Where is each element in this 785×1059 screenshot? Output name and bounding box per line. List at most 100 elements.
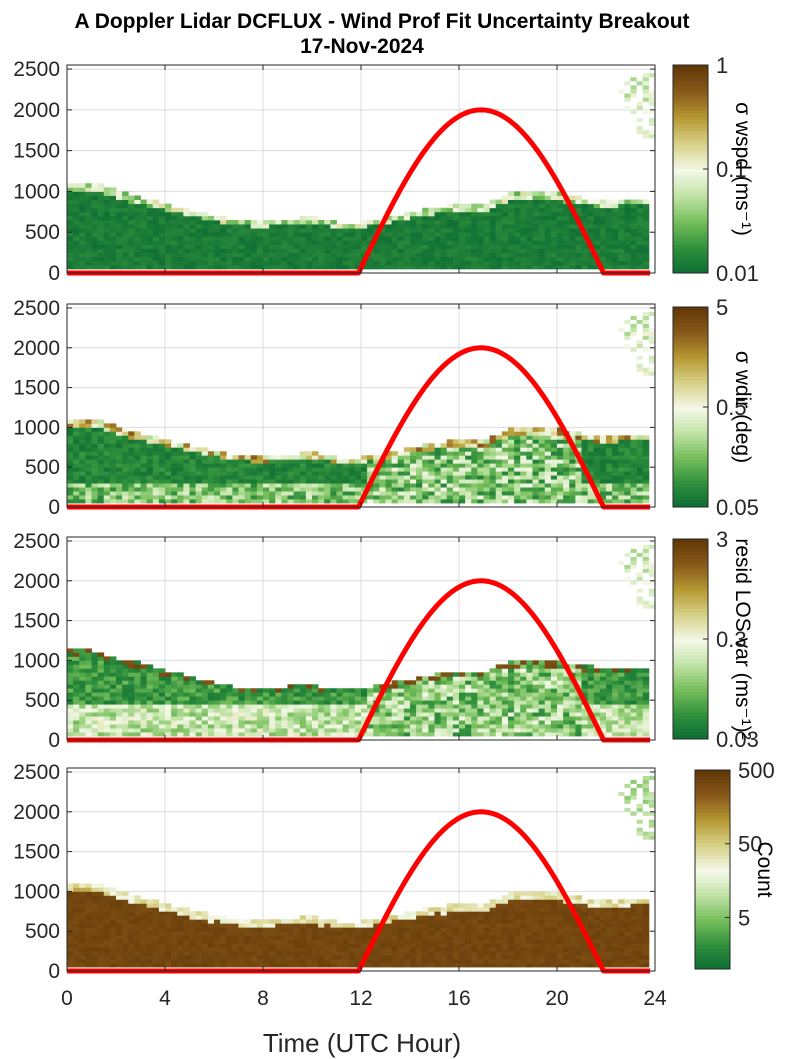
heatmap-cell xyxy=(152,439,160,444)
heatmap-cell xyxy=(177,248,184,254)
heatmap-cell xyxy=(606,684,613,689)
heatmap-cell xyxy=(367,728,374,733)
heatmap-cell xyxy=(630,459,638,464)
heatmap-cell xyxy=(232,240,239,245)
heatmap-cell xyxy=(140,684,148,689)
heatmap-cell xyxy=(385,459,393,464)
heatmap-cell xyxy=(269,463,276,468)
heatmap-cell xyxy=(152,199,160,205)
heatmap-cell xyxy=(501,704,509,709)
heatmap-cell xyxy=(361,240,368,245)
heatmap-cell xyxy=(514,203,521,209)
heatmap-cell xyxy=(171,232,178,237)
heatmap-cell xyxy=(624,443,631,448)
heatmap-cell xyxy=(232,467,239,472)
heatmap-cell xyxy=(85,483,92,488)
heatmap-cell xyxy=(495,696,503,701)
heatmap-cell xyxy=(612,236,619,241)
heatmap-cell xyxy=(354,495,362,500)
heatmap-cell xyxy=(403,455,411,460)
colorbar-segment xyxy=(673,127,708,132)
heatmap-cell xyxy=(465,455,472,460)
heatmap-cell xyxy=(636,459,644,464)
heatmap-cell xyxy=(158,260,166,266)
heatmap-cell xyxy=(287,459,295,464)
heatmap-cell xyxy=(514,191,521,196)
heatmap-cell xyxy=(465,700,472,705)
heatmap-cell xyxy=(428,712,435,717)
heatmap-cell xyxy=(85,443,92,448)
heatmap-cell xyxy=(140,676,148,681)
heatmap-cell xyxy=(532,439,540,444)
heatmap-cell xyxy=(122,696,129,701)
heatmap-cell xyxy=(636,732,644,737)
heatmap-cell xyxy=(446,459,454,464)
heatmap-cell xyxy=(361,716,368,721)
heatmap-cell xyxy=(330,495,337,500)
heatmap-cell xyxy=(263,463,270,468)
heatmap-cell xyxy=(557,680,564,685)
heatmap-cell xyxy=(214,716,221,721)
heatmap-cell xyxy=(544,459,552,464)
heatmap-cell xyxy=(410,708,417,713)
heatmap-cell xyxy=(452,680,460,685)
colorbar-segment xyxy=(673,317,708,321)
heatmap-cell xyxy=(630,93,637,98)
heatmap-cell xyxy=(214,459,221,464)
heatmap-cell xyxy=(79,692,86,697)
heatmap-cell xyxy=(544,195,552,200)
heatmap-cell xyxy=(171,455,178,460)
heatmap-cell xyxy=(557,228,564,233)
heatmap-cell xyxy=(642,447,650,452)
heatmap-cell xyxy=(97,680,105,685)
heatmap-cell xyxy=(287,248,295,254)
heatmap-cell xyxy=(244,708,252,713)
heatmap-cell xyxy=(459,443,466,448)
heatmap-cell xyxy=(514,199,521,205)
heatmap-cell xyxy=(630,716,638,721)
heatmap-cell xyxy=(624,228,631,233)
heatmap-cell xyxy=(636,130,643,135)
heatmap-cell xyxy=(244,712,252,717)
heatmap-cell xyxy=(624,335,631,340)
heatmap-cell xyxy=(312,451,319,456)
heatmap-cell xyxy=(452,728,460,733)
heatmap-cell xyxy=(91,495,99,500)
heatmap-cell xyxy=(287,708,295,713)
heatmap-cell xyxy=(630,491,638,496)
heatmap-cell xyxy=(471,447,478,452)
heatmap-cell xyxy=(97,479,105,484)
heatmap-cell xyxy=(508,228,515,233)
heatmap-cell xyxy=(140,704,148,709)
heatmap-cell xyxy=(342,236,350,241)
heatmap-cell xyxy=(422,696,429,701)
heatmap-cell xyxy=(557,668,564,673)
heatmap-cell xyxy=(428,447,435,452)
heatmap-cell xyxy=(324,244,331,249)
heatmap-cell xyxy=(403,716,411,721)
heatmap-cell xyxy=(550,692,558,697)
heatmap-cell xyxy=(465,495,472,500)
heatmap-cell xyxy=(91,244,99,249)
heatmap-cell xyxy=(440,459,448,464)
heatmap-cell xyxy=(367,228,374,233)
heatmap-cell xyxy=(177,716,184,721)
heatmap-cell xyxy=(207,491,215,496)
heatmap-cell xyxy=(305,252,313,258)
heatmap-cell xyxy=(538,195,546,200)
heatmap-cell xyxy=(428,264,435,270)
heatmap-cell xyxy=(379,471,386,476)
heatmap-cell xyxy=(379,248,386,254)
heatmap-cell xyxy=(177,236,184,241)
heatmap-cell xyxy=(263,236,270,241)
heatmap-cell xyxy=(299,451,307,456)
heatmap-cell xyxy=(103,203,111,209)
heatmap-cell xyxy=(642,260,650,266)
heatmap-cell xyxy=(220,244,227,249)
heatmap-cell xyxy=(483,712,491,717)
colorbar-segment xyxy=(673,712,708,717)
heatmap-cell xyxy=(109,660,117,665)
heatmap-cell xyxy=(109,248,117,254)
heatmap-cell xyxy=(281,463,288,468)
heatmap-cell xyxy=(648,564,656,569)
